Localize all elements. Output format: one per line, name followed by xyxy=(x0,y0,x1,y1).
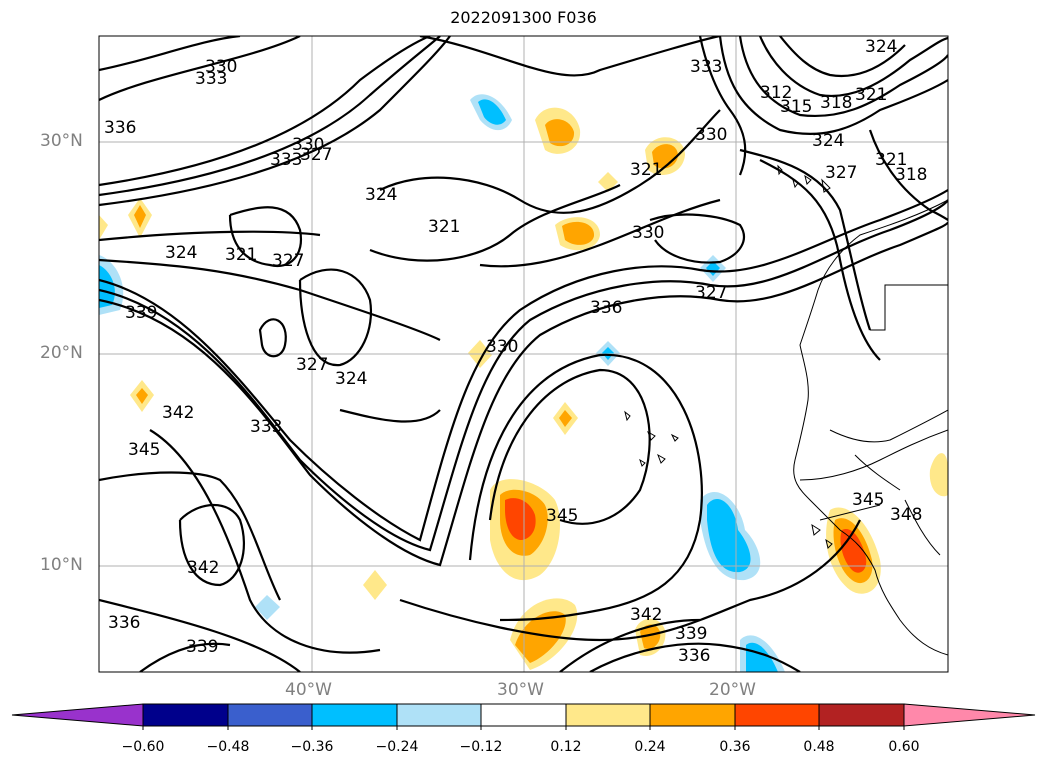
warm-patch xyxy=(134,205,146,228)
warm-patch xyxy=(99,215,108,240)
contour-label: 321 xyxy=(225,245,257,265)
lon-label: 40°W xyxy=(285,680,332,700)
lon-label: 20°W xyxy=(709,680,756,700)
cool-patch xyxy=(255,595,280,620)
contour-label: 339 xyxy=(186,637,218,657)
colorbar-tick-label: 0.48 xyxy=(803,739,835,755)
warm-patch xyxy=(545,119,575,147)
warm-patch xyxy=(640,624,661,649)
contour-label: 336 xyxy=(108,613,140,633)
colorbar-cell xyxy=(227,703,313,727)
contour-label: 345 xyxy=(546,506,578,526)
contour-label: 327 xyxy=(300,145,332,165)
map-title: 2022091300 F036 xyxy=(450,8,597,27)
colorbar xyxy=(11,703,1036,730)
warm-patch xyxy=(505,498,536,540)
map-frame xyxy=(98,35,949,673)
contour-label: 327 xyxy=(296,355,328,375)
warm-patch xyxy=(515,611,566,663)
contour-label: 321 xyxy=(875,150,907,170)
cool-patch xyxy=(706,261,720,276)
contour-label: 330 xyxy=(695,125,727,145)
cool-patch xyxy=(99,265,115,308)
contour-label-group: 330 333 336 333 330 327 324 321 324 321 … xyxy=(104,37,927,666)
contour-label: 330 xyxy=(486,337,518,357)
contour-label: 333 xyxy=(250,417,282,437)
contour-label: 324 xyxy=(865,37,897,57)
warm-patch xyxy=(559,410,572,427)
colorbar-tick-label: −0.12 xyxy=(459,739,503,755)
contour-label: 324 xyxy=(165,243,197,263)
contour-label: 321 xyxy=(855,85,887,105)
islands xyxy=(624,164,833,549)
contour-label: 342 xyxy=(162,403,194,423)
contour-label: 330 xyxy=(632,223,664,243)
colorbar-tick-label: −0.48 xyxy=(206,739,250,755)
colorbar-extend-low xyxy=(11,703,144,727)
lat-label: 30°N xyxy=(40,131,83,151)
contour-label: 321 xyxy=(630,160,662,180)
colorbar-cell xyxy=(396,703,482,727)
colorbar-tick-label: 0.12 xyxy=(550,739,582,755)
cool-patch xyxy=(707,499,751,573)
warm-patch xyxy=(562,221,595,245)
contour-label: 333 xyxy=(270,150,302,170)
contour-label: 327 xyxy=(695,283,727,303)
contour-label: 318 xyxy=(895,165,927,185)
colorbar-tick-label: 0.24 xyxy=(634,739,666,755)
colorbar-cell xyxy=(480,703,567,727)
contour-label: 336 xyxy=(590,298,622,318)
contour-label: 339 xyxy=(125,303,157,323)
cool-patch xyxy=(746,642,778,672)
colorbar-tick-label: 0.60 xyxy=(888,739,920,755)
contour-label: 318 xyxy=(820,93,852,113)
colorbar-cell xyxy=(818,703,905,727)
colorbar-tick-label: −0.36 xyxy=(290,739,334,755)
contour-label: 324 xyxy=(365,185,397,205)
colorbar-tick-label: −0.60 xyxy=(121,739,165,755)
contour-label: 315 xyxy=(780,97,812,117)
warm-patch xyxy=(929,453,948,497)
contour-label: 324 xyxy=(812,131,844,151)
contour-label: 312 xyxy=(760,83,792,103)
contour-label: 324 xyxy=(335,369,367,389)
colorbar-cell xyxy=(565,703,651,727)
lon-label: 30°W xyxy=(497,680,544,700)
contour-label: 333 xyxy=(195,69,227,89)
contour-label: 342 xyxy=(630,605,662,625)
gridlines xyxy=(99,36,948,672)
colorbar-tick-label: 0.36 xyxy=(719,739,751,755)
contour-label: 333 xyxy=(690,57,722,77)
colorbar-cell xyxy=(649,703,736,727)
coastline xyxy=(793,199,948,656)
lat-label: 10°N xyxy=(40,555,83,575)
colorbar-tick-label: −0.24 xyxy=(375,739,419,755)
theta-e-contours xyxy=(99,36,948,672)
colorbar-cell xyxy=(734,703,820,727)
contour-label: 336 xyxy=(678,646,710,666)
cool-patch xyxy=(478,99,506,125)
contour-label: 327 xyxy=(825,163,857,183)
contour-label: 345 xyxy=(852,490,884,510)
contour-label: 345 xyxy=(128,440,160,460)
contour-label: 327 xyxy=(272,251,304,271)
contour-label: 330 xyxy=(292,135,324,155)
warm-patch xyxy=(136,388,148,404)
colorbar-extend-high xyxy=(903,703,1036,727)
contour-label: 339 xyxy=(675,624,707,644)
warm-patch xyxy=(363,570,387,600)
contour-label: 330 xyxy=(205,57,237,77)
contour-label: 321 xyxy=(428,217,460,237)
shaded-anomalies xyxy=(99,94,948,672)
contour-label: 336 xyxy=(104,118,136,138)
contour-label: 342 xyxy=(187,558,219,578)
colorbar-cell xyxy=(142,703,229,727)
warm-patch xyxy=(598,172,618,192)
lat-label: 20°N xyxy=(40,343,83,363)
colorbar-cell xyxy=(311,703,398,727)
contour-label: 348 xyxy=(890,505,922,525)
